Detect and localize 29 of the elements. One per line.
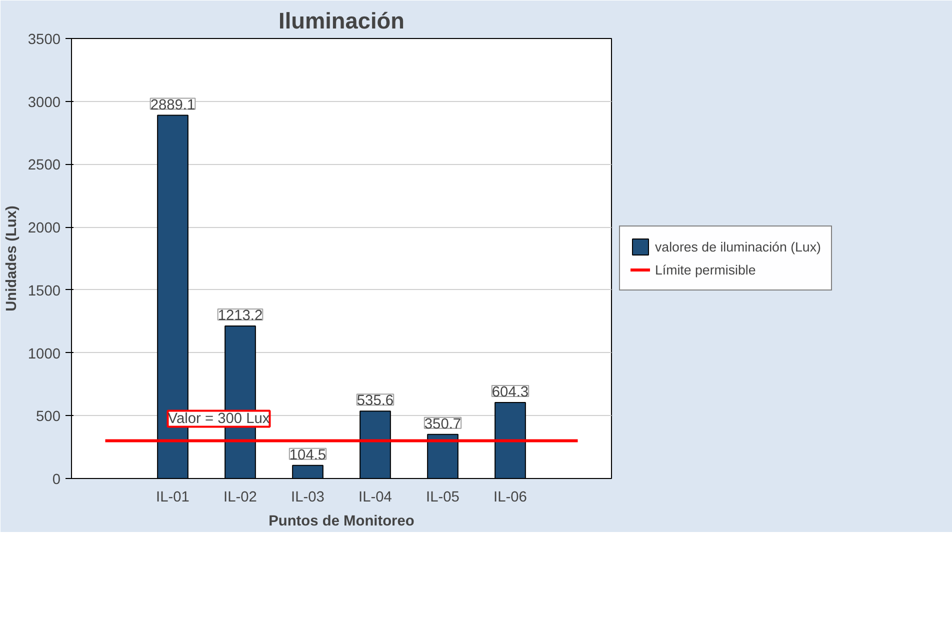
y-tick-label: 0 [52,472,61,488]
x-tick-label: IL-01 [156,490,190,506]
x-tick-label: IL-05 [426,490,460,506]
data-label: 604.3 [492,384,529,401]
y-tick-label: 1500 [28,283,61,300]
x-tick-label: IL-03 [291,490,324,506]
y-tick-label: 3500 [28,32,61,48]
bar [494,402,526,478]
y-tick-label: 1000 [28,346,61,362]
data-label: 104.5 [289,447,326,464]
y-tick-label: 500 [36,409,61,426]
legend-label: valores de iluminación (Lux) [655,239,821,254]
chart-title: Iluminación [278,8,404,34]
x-tick-label: IL-04 [358,490,392,506]
y-axis-title: Unidades (Lux) [4,205,20,312]
x-tick-label: IL-02 [224,490,257,506]
bar [360,410,391,478]
y-tick-label: 3000 [28,94,61,111]
x-tick-label: IL-06 [494,490,527,506]
data-label: 2889.1 [150,97,196,114]
bar [427,434,458,478]
x-axis-title: Puntos de Monitoreo [268,514,414,530]
y-tick-label: 2000 [28,220,61,237]
data-label: 1213.2 [218,308,263,324]
bar [292,464,324,478]
legend-label: Límite permisible [655,262,756,277]
data-label: 535.6 [356,393,394,410]
data-label: 350.7 [424,416,462,432]
y-tick-label: 2500 [28,158,61,174]
